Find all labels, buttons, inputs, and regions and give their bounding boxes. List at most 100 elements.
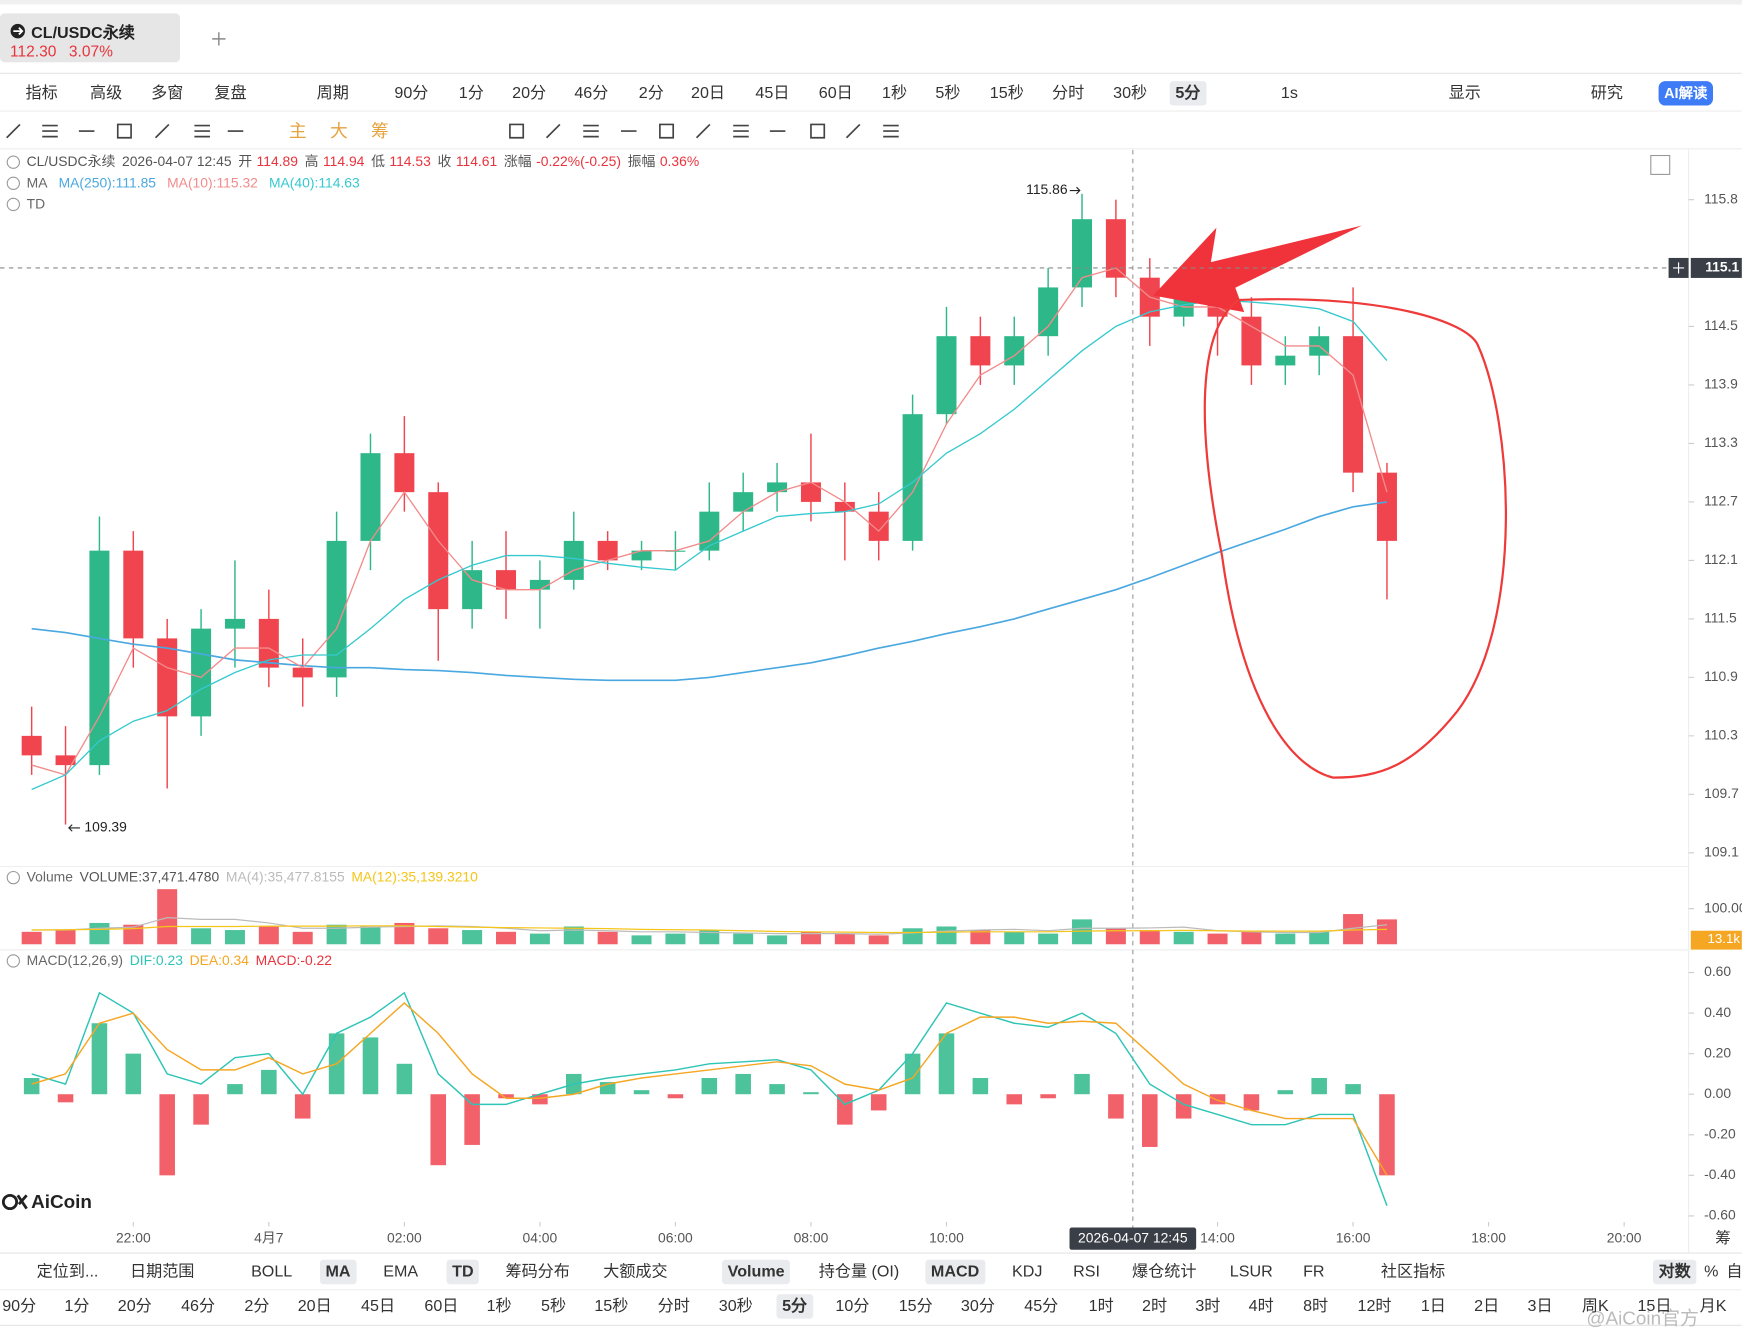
indicator-item[interactable]: MA [319,1259,357,1285]
macd-bar [633,1090,650,1095]
toolbar-item[interactable]: 复盘 [214,84,247,103]
toolbar-item[interactable]: 15秒 [989,84,1024,103]
indicator-item[interactable]: Volume [722,1259,791,1285]
volume-bar [1173,931,1194,945]
toolbar-item[interactable]: 显示 [1448,84,1481,103]
toolbar-item[interactable]: 研究 [1590,84,1624,103]
interval-item[interactable]: 46分 [181,1297,216,1316]
macd-bar [430,1094,447,1166]
interval-item[interactable]: 8时 [1303,1297,1329,1316]
interval-item[interactable]: 10分 [835,1297,870,1316]
toolbar-item[interactable]: 周期 [316,84,349,103]
interval-item[interactable]: 90分 [2,1297,37,1316]
interval-item[interactable]: 月K [1699,1297,1727,1316]
macd-bar [1108,1094,1124,1119]
interval-item[interactable]: 15日 [1637,1297,1672,1316]
indicator-item[interactable]: FR [1303,1263,1325,1281]
volume-bar [21,931,42,945]
interval-item[interactable]: 12时 [1357,1297,1392,1316]
indicator-item[interactable]: 日期范围 [129,1263,195,1281]
ohlc-value: 114.61 [456,153,498,169]
symbol-tab[interactable]: CL/USDC永续 112.30 3.07% [0,13,180,63]
interval-item[interactable]: 分时 [657,1297,690,1316]
crosshair-time-bg [1069,1227,1197,1250]
interval-item[interactable]: 15秒 [594,1297,629,1316]
interval-item[interactable]: 3日 [1527,1297,1553,1316]
logo-icon [1,1193,28,1211]
indicator-item[interactable]: BOLL [251,1263,293,1281]
indicator-item[interactable]: % [1704,1263,1719,1281]
toolbar-item[interactable]: 指标 [25,84,58,103]
toolbar-item[interactable]: 5秒 [935,84,961,103]
interval-item[interactable]: 2日 [1474,1297,1500,1316]
candle-body [462,570,483,610]
toolbar-item[interactable]: 高级 [89,84,123,103]
volume-bar [462,930,483,945]
y-tick-label: 0.00 [1704,1085,1731,1101]
toolbar-item[interactable]: 20分 [512,84,547,103]
toolbar-item[interactable]: 2分 [638,84,664,103]
interval-item[interactable]: 4时 [1248,1297,1274,1316]
add-tab[interactable] [211,31,227,47]
interval-item[interactable]: 20日 [297,1297,332,1316]
interval-item[interactable]: 周K [1581,1297,1609,1316]
indicator-item[interactable]: MACD [925,1259,985,1285]
interval-item[interactable]: 20分 [117,1297,152,1316]
indicator-item[interactable]: 对数 [1653,1259,1697,1285]
indicator-item[interactable]: 大额成交 [603,1263,668,1281]
toolbar-item[interactable]: 30秒 [1113,84,1148,103]
toolbar-item[interactable]: 1分 [458,84,484,103]
macd-bar [294,1094,311,1119]
toolbar-item[interactable]: 60日 [818,84,853,103]
indicator-item[interactable]: 爆仓统计 [1132,1263,1197,1281]
interval-item[interactable]: 2时 [1142,1297,1168,1316]
indicator-item[interactable]: RSI [1073,1263,1100,1281]
toolbar-item[interactable]: 多窗 [151,84,184,103]
toolbar-item[interactable]: 1秒 [882,84,908,103]
x-tick-label: 10:00 [929,1229,964,1245]
interval-item[interactable]: 5分 [776,1294,813,1319]
toolbar-item[interactable]: 20日 [690,84,726,103]
interval-item[interactable]: 15分 [898,1297,933,1316]
indicator-item[interactable]: 筹码分布 [505,1263,570,1281]
toolbar-item[interactable]: 90分 [394,84,429,103]
interval-item[interactable]: 1分 [64,1297,90,1316]
toolbar-item[interactable]: 1s [1280,84,1298,103]
indicator-item[interactable]: EMA [383,1263,419,1281]
indicator-item[interactable]: KDJ [1012,1263,1043,1281]
interval-item[interactable]: 1秒 [486,1297,512,1316]
drawing-tool-label: 大 [330,121,348,141]
interval-item[interactable]: 45日 [361,1297,396,1316]
candle-body [224,618,245,629]
toolbar-item[interactable]: 45日 [755,84,790,103]
interval-item[interactable]: 3时 [1195,1297,1221,1316]
indicator-item[interactable]: 自 [1726,1263,1742,1281]
interval-item[interactable]: 1日 [1420,1297,1446,1316]
indicator-item[interactable]: 社区指标 [1380,1263,1446,1281]
toolbar-item[interactable]: 5分 [1169,81,1206,106]
interval-item[interactable]: 30分 [960,1297,995,1316]
interval-item[interactable]: 60日 [424,1297,459,1316]
interval-item[interactable]: 2分 [244,1297,270,1316]
macd-bar [1175,1094,1192,1119]
macd-bar [870,1094,887,1111]
tab-change: 3.07% [68,42,113,60]
indicator-item[interactable]: 定位到... [36,1263,99,1281]
indicator-item[interactable]: TD [446,1259,480,1285]
toolbar-item[interactable]: 46分 [574,84,609,103]
interval-item[interactable]: 30秒 [718,1297,753,1316]
toolbar-item[interactable]: 分时 [1052,84,1085,103]
indicator-item[interactable]: LSUR [1229,1263,1273,1281]
indicator-item[interactable]: 持仓量 (OI) [818,1263,900,1281]
interval-item[interactable]: 5秒 [541,1297,567,1316]
interval-item[interactable]: 1时 [1088,1297,1114,1316]
macd-bar [227,1084,243,1095]
interval-item[interactable]: 45分 [1024,1297,1059,1316]
toolbar-item[interactable]: AI解读 [1658,81,1714,106]
volume-bar [1241,931,1262,945]
volume-bar [631,935,652,945]
candle-body [563,540,584,580]
ohlc-label: 收 [437,153,451,169]
expand-icon[interactable] [1650,154,1671,175]
